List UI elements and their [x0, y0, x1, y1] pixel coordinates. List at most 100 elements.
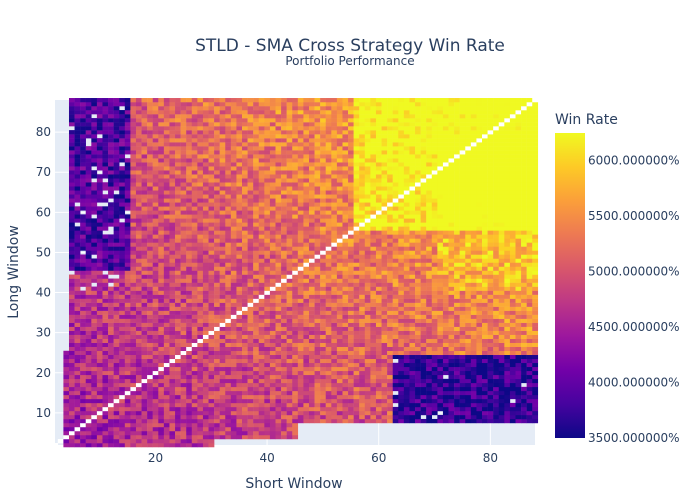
heatmap-cell	[269, 150, 276, 155]
heatmap-cell	[353, 130, 360, 135]
heatmap-cell	[152, 262, 159, 267]
heatmap-cell	[80, 258, 86, 263]
heatmap-cell	[108, 154, 114, 159]
heatmap-cell	[152, 150, 159, 155]
heatmap-cell	[286, 338, 293, 343]
heatmap-cell	[336, 230, 343, 235]
heatmap-cell	[191, 402, 198, 408]
heatmap-cell	[96, 382, 103, 388]
heatmap-cell	[135, 270, 142, 275]
heatmap-cell	[202, 310, 209, 315]
heatmap-cell	[348, 106, 354, 111]
heatmap-cell	[387, 130, 393, 135]
heatmap-cell	[320, 102, 326, 107]
heatmap-cell	[359, 134, 366, 139]
heatmap-cell	[124, 186, 131, 191]
heatmap-cell	[68, 430, 75, 436]
heatmap-cell	[331, 326, 338, 331]
heatmap-cell	[297, 150, 304, 155]
heatmap-cell	[158, 422, 165, 428]
heatmap-cell	[130, 134, 137, 139]
heatmap-cell	[292, 174, 299, 179]
heatmap-cell	[91, 443, 98, 448]
heatmap-cell	[336, 110, 343, 115]
heatmap-cell	[158, 206, 165, 211]
heatmap-cell	[147, 270, 153, 275]
heatmap-cell	[68, 434, 75, 440]
heatmap-cell	[158, 310, 165, 315]
heatmap-cell	[286, 214, 293, 219]
heatmap-cell	[387, 198, 393, 203]
heatmap-cell	[314, 202, 321, 207]
heatmap-cell	[214, 326, 220, 331]
heatmap-cell	[158, 154, 165, 159]
heatmap-cell	[320, 150, 326, 155]
heatmap-cell	[364, 210, 371, 215]
heatmap-cell	[236, 374, 243, 380]
heatmap-cell	[96, 374, 103, 380]
heatmap-cell	[370, 222, 377, 227]
heatmap-cell	[392, 158, 399, 163]
heatmap-cell	[225, 202, 232, 207]
heatmap-cell	[130, 439, 137, 444]
heatmap-cell	[269, 386, 276, 392]
heatmap-cell	[375, 258, 382, 263]
heatmap-cell	[214, 302, 220, 307]
heatmap-cell	[180, 274, 187, 279]
heatmap-cell	[325, 366, 332, 372]
heatmap-cell	[392, 262, 399, 267]
heatmap-cell	[281, 418, 287, 424]
heatmap-cell	[364, 386, 371, 392]
heatmap-cell	[91, 222, 98, 227]
heatmap-cell	[68, 122, 75, 127]
heatmap-cell	[163, 174, 170, 179]
heatmap-cell	[91, 410, 98, 416]
heatmap-cell	[225, 330, 232, 335]
heatmap-cell	[119, 422, 126, 428]
heatmap-cell	[303, 354, 310, 360]
heatmap-cell	[96, 370, 103, 376]
heatmap-cell	[286, 202, 293, 207]
heatmap-cell	[370, 306, 377, 311]
heatmap-cell	[303, 342, 310, 347]
heatmap-cell	[381, 298, 388, 303]
heatmap-cell	[370, 126, 377, 131]
heatmap-cell	[96, 338, 103, 343]
heatmap-cell	[303, 330, 310, 335]
heatmap-cell	[158, 234, 165, 239]
heatmap-cell	[191, 162, 198, 167]
heatmap-cell	[141, 102, 148, 107]
heatmap-cell	[392, 410, 399, 416]
heatmap-cell	[392, 298, 399, 303]
heatmap-cell	[247, 398, 254, 404]
heatmap-cell	[113, 106, 120, 111]
heatmap-cell	[314, 382, 321, 388]
heatmap-cell	[135, 162, 142, 167]
heatmap-cell	[119, 330, 126, 335]
heatmap-cell	[236, 422, 243, 428]
heatmap-cell	[230, 130, 237, 135]
heatmap-cell	[381, 98, 388, 103]
heatmap-cell	[63, 434, 70, 440]
heatmap-cell	[281, 358, 287, 364]
heatmap-cell	[113, 162, 120, 167]
heatmap-cell	[269, 146, 276, 151]
heatmap-cell	[325, 298, 332, 303]
heatmap-cell	[348, 190, 354, 195]
heatmap-cell	[281, 342, 287, 347]
heatmap-cell	[219, 246, 226, 251]
heatmap-cell	[180, 278, 187, 283]
heatmap-cell	[303, 306, 310, 311]
heatmap-cell	[219, 398, 226, 404]
heatmap-cell	[292, 322, 299, 327]
heatmap-cell	[124, 226, 131, 231]
heatmap-cell	[308, 190, 315, 195]
heatmap-cell	[348, 266, 354, 271]
heatmap-cell	[163, 102, 170, 107]
heatmap-cell	[381, 154, 388, 159]
heatmap-cell	[141, 126, 148, 131]
heatmap-cell	[387, 226, 393, 231]
heatmap-cell	[242, 206, 248, 211]
heatmap-cell	[286, 98, 293, 103]
heatmap-cell	[314, 394, 321, 400]
